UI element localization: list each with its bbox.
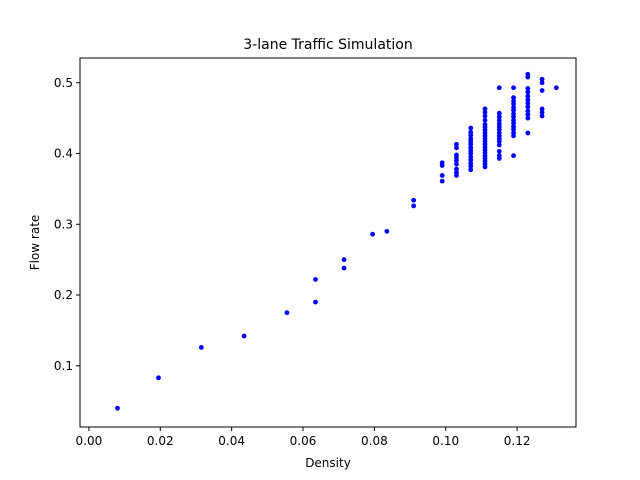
- data-point: [454, 170, 459, 176]
- data-point: [539, 113, 545, 119]
- data-point: [454, 166, 459, 172]
- data-point: [525, 130, 531, 136]
- points-layer: [115, 71, 559, 411]
- data-point: [439, 178, 445, 184]
- plot-area-frame: [79, 57, 577, 428]
- data-point: [468, 161, 474, 166]
- data-point: [241, 333, 247, 339]
- data-point: [525, 104, 531, 110]
- data-point: [539, 110, 545, 115]
- data-point: [482, 122, 488, 127]
- data-point: [341, 265, 347, 271]
- data-point: [384, 228, 390, 234]
- data-point: [468, 145, 474, 151]
- data-point: [511, 153, 516, 159]
- data-point: [468, 125, 474, 131]
- x-axis-label: Density: [305, 456, 351, 470]
- data-point: [482, 117, 488, 123]
- y-tick-label: 0.3: [54, 217, 73, 231]
- x-tick-label: 0.00: [76, 434, 103, 448]
- data-point: [411, 203, 417, 209]
- data-point: [539, 76, 545, 82]
- data-point: [539, 106, 545, 112]
- y-tick-label: 0.4: [54, 147, 73, 161]
- data-point: [468, 167, 474, 173]
- x-tick-label: 0.08: [361, 434, 388, 448]
- data-point: [553, 85, 559, 91]
- data-point: [482, 110, 488, 115]
- data-point: [313, 277, 318, 282]
- data-point: [496, 149, 502, 154]
- data-point: [115, 405, 120, 411]
- y-axis-label: Flow rate: [28, 215, 42, 271]
- data-point: [525, 115, 531, 121]
- data-point: [468, 154, 474, 160]
- data-point: [525, 71, 531, 77]
- data-point: [496, 114, 502, 120]
- data-point: [496, 117, 502, 123]
- data-point: [496, 85, 502, 91]
- x-tick-label: 0.12: [504, 434, 531, 448]
- data-point: [511, 130, 516, 136]
- data-point: [454, 152, 459, 158]
- data-point: [496, 121, 502, 127]
- data-point: [525, 93, 531, 99]
- x-tick-label: 0.04: [218, 434, 245, 448]
- data-point: [439, 173, 445, 178]
- data-point: [370, 231, 375, 237]
- data-point: [341, 257, 347, 263]
- data-point: [511, 98, 516, 104]
- data-point: [496, 142, 502, 148]
- y-tick-label: 0.2: [54, 288, 73, 302]
- x-tick-label: 0.06: [290, 434, 317, 448]
- y-tick-label: 0.1: [54, 359, 73, 373]
- data-point: [198, 345, 204, 350]
- data-point: [525, 108, 531, 114]
- data-point: [411, 197, 417, 203]
- ticks-layer: 0.00 0.02 0.04 0.06 0.08 0.10 0.12 0.1 0.2 0.3 0.4…: [54, 76, 531, 448]
- data-point: [525, 89, 531, 95]
- data-point: [439, 160, 445, 166]
- data-point: [496, 153, 502, 159]
- data-point: [482, 113, 488, 119]
- data-point: [313, 299, 318, 305]
- data-point: [525, 86, 531, 91]
- data-point: [454, 145, 459, 151]
- x-tick-label: 0.02: [147, 434, 174, 448]
- data-point: [511, 105, 516, 110]
- data-point: [496, 110, 502, 116]
- data-point: [511, 85, 516, 91]
- data-point: [511, 124, 516, 130]
- y-tick-label: 0.5: [54, 76, 73, 90]
- data-point: [525, 100, 531, 106]
- data-point: [284, 310, 290, 316]
- data-point: [539, 80, 545, 86]
- data-point: [454, 161, 459, 167]
- data-point: [454, 141, 459, 147]
- data-point: [511, 95, 516, 101]
- data-point: [482, 106, 488, 112]
- data-point: [468, 129, 474, 135]
- data-point: [525, 112, 531, 118]
- x-tick-label: 0.10: [432, 434, 459, 448]
- data-point: [496, 130, 502, 136]
- data-point: [511, 117, 516, 123]
- data-point: [468, 136, 474, 142]
- data-point: [511, 111, 516, 117]
- data-point: [156, 375, 161, 381]
- chart-title: 3-lane Traffic Simulation: [243, 37, 412, 53]
- data-point: [525, 97, 531, 103]
- data-point: [539, 88, 545, 93]
